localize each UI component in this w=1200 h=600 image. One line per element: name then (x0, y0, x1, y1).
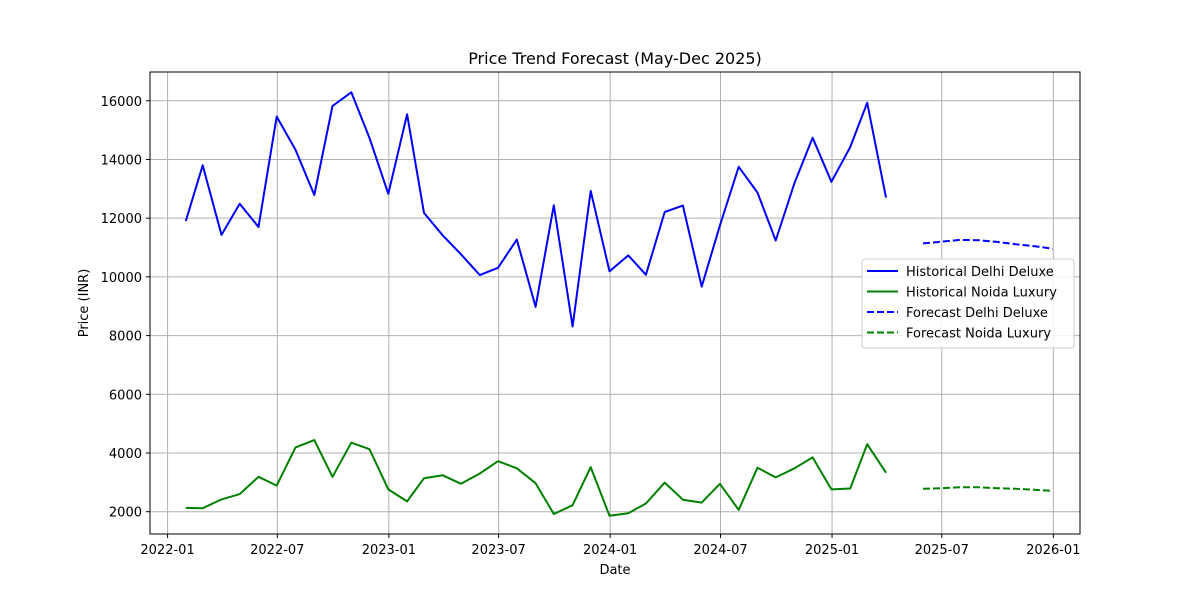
x-tick-label: 2023-07 (471, 543, 525, 558)
y-tick-label: 8000 (109, 330, 142, 345)
legend-box (861, 258, 1075, 349)
x-tick-label: 2026-01 (1026, 543, 1080, 558)
legend-label: Historical Delhi Deluxe (906, 265, 1054, 280)
x-tick-label: 2024-01 (583, 543, 637, 558)
plot-frame (149, 71, 1081, 535)
y-tick-label: 14000 (101, 153, 142, 168)
series-line-3 (922, 486, 1053, 492)
chart-title: Price Trend Forecast (May-Dec 2025) (468, 49, 762, 68)
legend: Historical Delhi Deluxe Historical Noida … (861, 258, 1075, 349)
series-line-2 (922, 238, 1053, 250)
legend-label: Forecast Delhi Deluxe (906, 306, 1048, 321)
y-tick-label: 16000 (101, 95, 142, 110)
series-line-0 (184, 91, 887, 328)
x-tick-label: 2024-07 (693, 543, 747, 558)
x-axis: 2022-01 2022-07 2023-01 2023-07 2024-01 2024-… (140, 534, 1080, 558)
series-line-1 (185, 439, 887, 517)
legend-label: Forecast Noida Luxury (906, 327, 1051, 342)
legend-label: Historical Noida Luxury (906, 286, 1057, 301)
x-tick-label: 2023-01 (362, 543, 416, 558)
y-axis: 2000 4000 6000 8000 10000 12000 14000 16000 (101, 95, 150, 521)
x-tick-label: 2022-07 (250, 543, 304, 558)
series-lines (184, 91, 1053, 517)
y-tick-label: 10000 (101, 271, 142, 286)
y-tick-label: 6000 (109, 388, 142, 403)
y-tick-label: 2000 (109, 506, 142, 521)
x-tick-label: 2025-01 (805, 543, 859, 558)
y-tick-label: 12000 (101, 212, 142, 227)
x-tick-label: 2025-07 (915, 543, 969, 558)
y-tick-label: 4000 (109, 447, 142, 462)
x-tick-label: 2022-01 (140, 543, 194, 558)
y-axis-label: Price (INR) (77, 269, 92, 338)
x-axis-label: Date (599, 563, 630, 578)
